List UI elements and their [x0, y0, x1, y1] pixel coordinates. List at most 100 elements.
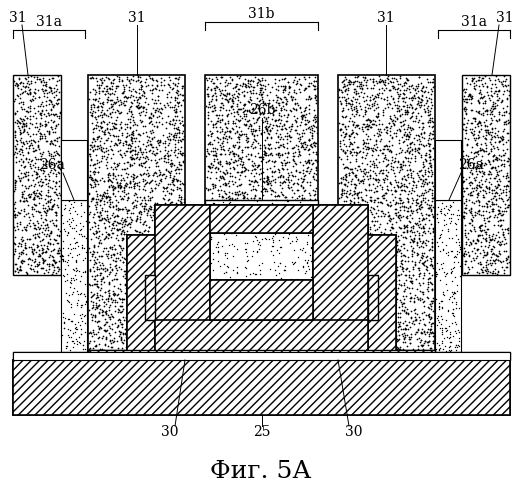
Point: [480, 169, 488, 177]
Point: [348, 348, 357, 356]
Point: [475, 181, 483, 189]
Point: [220, 169, 228, 177]
Point: [37, 152, 45, 160]
Point: [353, 150, 361, 158]
Point: [82, 297, 90, 305]
Point: [280, 248, 289, 255]
Point: [408, 194, 417, 202]
Point: [482, 128, 490, 136]
Point: [462, 151, 470, 159]
Point: [214, 257, 223, 265]
Point: [467, 188, 475, 196]
Point: [51, 209, 60, 217]
Point: [99, 84, 108, 92]
Point: [385, 306, 393, 314]
Point: [49, 252, 58, 260]
Point: [221, 171, 229, 179]
Point: [254, 279, 263, 287]
Point: [275, 292, 283, 300]
Point: [46, 83, 54, 91]
Point: [122, 158, 131, 166]
Point: [223, 348, 232, 356]
Point: [243, 287, 252, 295]
Point: [285, 258, 293, 266]
Point: [278, 151, 287, 159]
Point: [302, 326, 310, 334]
Point: [134, 72, 142, 80]
Point: [360, 165, 368, 173]
Point: [462, 98, 470, 106]
Point: [426, 129, 434, 137]
Point: [237, 309, 245, 317]
Point: [75, 230, 84, 238]
Point: [423, 256, 431, 264]
Point: [229, 307, 237, 315]
Point: [283, 165, 291, 173]
Point: [312, 96, 321, 104]
Point: [399, 157, 407, 165]
Point: [477, 76, 486, 84]
Point: [154, 96, 163, 104]
Point: [403, 166, 411, 174]
Point: [33, 178, 42, 186]
Point: [206, 281, 214, 289]
Point: [12, 145, 20, 153]
Point: [363, 333, 371, 341]
Point: [345, 211, 353, 219]
Point: [482, 175, 490, 183]
Point: [120, 336, 129, 344]
Point: [373, 78, 382, 86]
Point: [263, 177, 271, 185]
Point: [395, 280, 403, 288]
Point: [237, 328, 246, 336]
Point: [382, 162, 390, 170]
Point: [228, 214, 236, 222]
Point: [229, 84, 237, 92]
Point: [419, 258, 428, 266]
Point: [425, 318, 434, 326]
Point: [479, 191, 487, 199]
Point: [287, 240, 295, 248]
Point: [340, 306, 348, 314]
Point: [44, 239, 52, 247]
Point: [403, 131, 411, 139]
Point: [10, 81, 19, 89]
Point: [405, 85, 413, 93]
Point: [426, 156, 434, 164]
Point: [400, 173, 408, 181]
Point: [17, 248, 26, 256]
Point: [356, 200, 365, 208]
Point: [396, 118, 404, 126]
Point: [419, 180, 428, 188]
Point: [406, 218, 414, 226]
Point: [147, 140, 155, 148]
Point: [217, 329, 225, 337]
Point: [366, 291, 374, 299]
Point: [256, 270, 264, 278]
Point: [226, 283, 235, 291]
Point: [393, 266, 401, 274]
Point: [387, 348, 395, 356]
Point: [204, 322, 213, 330]
Point: [292, 106, 301, 114]
Point: [28, 92, 37, 100]
Point: [173, 129, 181, 137]
Point: [163, 135, 172, 143]
Point: [175, 229, 184, 237]
Point: [380, 191, 388, 199]
Point: [97, 75, 105, 83]
Point: [386, 127, 394, 135]
Point: [114, 219, 122, 227]
Point: [63, 342, 71, 350]
Point: [259, 270, 268, 278]
Point: [160, 210, 168, 218]
Point: [393, 85, 401, 93]
Point: [225, 328, 234, 336]
Point: [210, 298, 219, 306]
Point: [261, 144, 269, 152]
Point: [296, 225, 304, 233]
Point: [266, 294, 274, 302]
Point: [215, 118, 224, 126]
Point: [294, 247, 303, 254]
Point: [377, 128, 385, 136]
